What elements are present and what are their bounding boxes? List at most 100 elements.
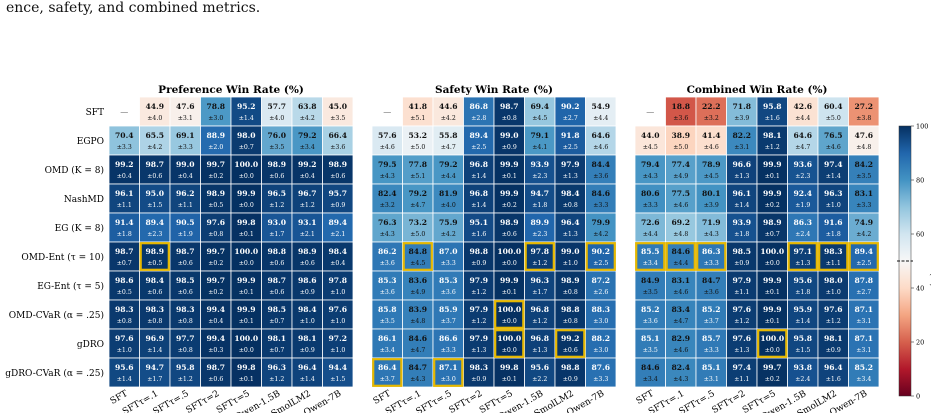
cell-value-label: 95.0 <box>146 189 165 198</box>
row-label: EG (K = 8) <box>55 223 104 234</box>
cell-value-label: 98.7 <box>176 247 195 256</box>
cell-error-label: ±0.9 <box>471 260 486 267</box>
cell-value-label: 98.1 <box>298 334 317 343</box>
cell-value-label: 98.3 <box>146 305 165 314</box>
cell-value-label: 98.9 <box>763 218 782 227</box>
cell-value-label: 96.8 <box>470 189 489 198</box>
cell-error-label: ±1.8 <box>734 231 749 238</box>
heatmap-cell <box>230 125 262 156</box>
cell-value-label: 73.2 <box>409 218 428 227</box>
cell-value-label: 96.7 <box>298 189 317 198</box>
heatmap-cell <box>291 299 323 330</box>
cell-value-label: 79.2 <box>439 160 458 169</box>
cell-value-label: 83.6 <box>409 276 428 285</box>
cell-value-label: 95.6 <box>531 363 550 372</box>
heatmap-cell <box>371 96 403 127</box>
row-label: SFT <box>86 108 104 118</box>
cell-error-label: ±0.4 <box>208 318 223 325</box>
heatmap-cell <box>432 241 464 272</box>
heatmap-cell <box>493 299 525 330</box>
cell-error-label: ±3.0 <box>593 347 608 354</box>
cell-value-label: 88.9 <box>207 131 226 140</box>
column-label: SFT <box>635 389 656 407</box>
cell-error-label: ±4.8 <box>856 144 871 151</box>
cell-error-label: ±4.4 <box>593 115 608 122</box>
heatmap-cell <box>432 357 464 388</box>
heatmap-cell <box>524 154 556 185</box>
cell-error-label: ±3.6 <box>673 115 688 122</box>
cell-error-label: ±3.4 <box>643 376 658 383</box>
cell-error-label: ±0.6 <box>208 376 223 383</box>
cell-error-label: ±1.0 <box>330 289 345 296</box>
cell-error-label: ±3.4 <box>300 144 315 151</box>
cell-highlight-box <box>635 242 666 271</box>
heatmap-cell <box>322 96 354 127</box>
cell-value-label: 95.8 <box>176 363 195 372</box>
row-label: OMD-CVaR (α = .25) <box>9 310 104 321</box>
cell-error-label: ±0.6 <box>300 260 315 267</box>
cell-value-label: 47.6 <box>855 131 874 140</box>
cell-highlight-box <box>818 242 849 271</box>
cell-value-label: 99.9 <box>763 305 782 314</box>
cell-value-label: 96.2 <box>176 189 195 198</box>
heatmap-cell <box>139 154 171 185</box>
cell-error-label: ±4.6 <box>593 144 608 151</box>
cell-error-label: ±0.7 <box>765 231 780 238</box>
cell-value-label: 97.7 <box>176 334 195 343</box>
cell-error-label: ±0.1 <box>239 318 254 325</box>
heatmap-cell <box>848 270 880 301</box>
heatmap-cell <box>726 270 758 301</box>
cell-error-label: ±2.7 <box>856 289 871 296</box>
heatmap-cell <box>787 154 819 185</box>
cell-error-label: ±1.2 <box>826 318 841 325</box>
cell-error-label: ±2.5 <box>563 144 578 151</box>
heatmap-cell <box>493 183 525 214</box>
cell-value-label: 95.2 <box>237 102 256 111</box>
cell-value-label: 71.8 <box>733 102 752 111</box>
cell-value-label: 98.5 <box>176 276 195 285</box>
cell-value-label: 99.9 <box>500 189 519 198</box>
cell-value-label: 54.9 <box>592 102 611 111</box>
cell-error-label: ±0.6 <box>563 347 578 354</box>
cell-value-label: 79.2 <box>409 189 428 198</box>
cell-error-label: ±0.6 <box>269 173 284 180</box>
cell-value-label: 98.1 <box>268 334 287 343</box>
cell-error-label: ±4.3 <box>704 231 719 238</box>
cell-value-label: 83.1 <box>672 276 691 285</box>
heatmap-cell <box>787 328 819 359</box>
heatmap-cell <box>695 183 727 214</box>
cell-empty-mark: — <box>646 108 654 117</box>
cell-error-label: ±0.1 <box>765 318 780 325</box>
heatmap-cell <box>200 212 232 243</box>
cell-value-label: 84.6 <box>672 247 691 256</box>
cell-error-label: ±0.7 <box>239 144 254 151</box>
heatmap-cell <box>726 96 758 127</box>
cell-value-label: 98.5 <box>268 305 287 314</box>
cell-error-label: ±3.3 <box>178 144 193 151</box>
cell-value-label: 98.4 <box>146 276 165 285</box>
heatmap-cell <box>291 96 323 127</box>
heatmap-cell <box>322 299 354 330</box>
cell-error-label: ±4.2 <box>147 144 162 151</box>
cell-error-label: ±4.3 <box>380 173 395 180</box>
colorbar-tick-label: 20 <box>916 339 924 347</box>
heatmap-cell <box>230 270 262 301</box>
cell-value-label: 100.0 <box>760 334 784 343</box>
heatmap-cell <box>726 154 758 185</box>
cell-value-label: 98.5 <box>733 247 752 256</box>
cell-error-label: ±1.0 <box>826 202 841 209</box>
heatmap-cell <box>322 241 354 272</box>
cell-value-label: 89.4 <box>329 218 348 227</box>
heatmap-cell <box>634 154 666 185</box>
cell-error-label: ±3.1 <box>178 115 193 122</box>
row-label: OMD (K = 8) <box>45 165 104 176</box>
cell-error-label: ±0.9 <box>734 260 749 267</box>
cell-error-label: ±1.1 <box>826 260 841 267</box>
cell-value-label: 80.6 <box>641 189 660 198</box>
cell-value-label: 97.9 <box>470 334 489 343</box>
cell-error-label: ±4.8 <box>410 318 425 325</box>
cell-value-label: 44.9 <box>146 102 165 111</box>
cell-error-label: ±1.3 <box>734 347 749 354</box>
heatmap-cell <box>230 183 262 214</box>
